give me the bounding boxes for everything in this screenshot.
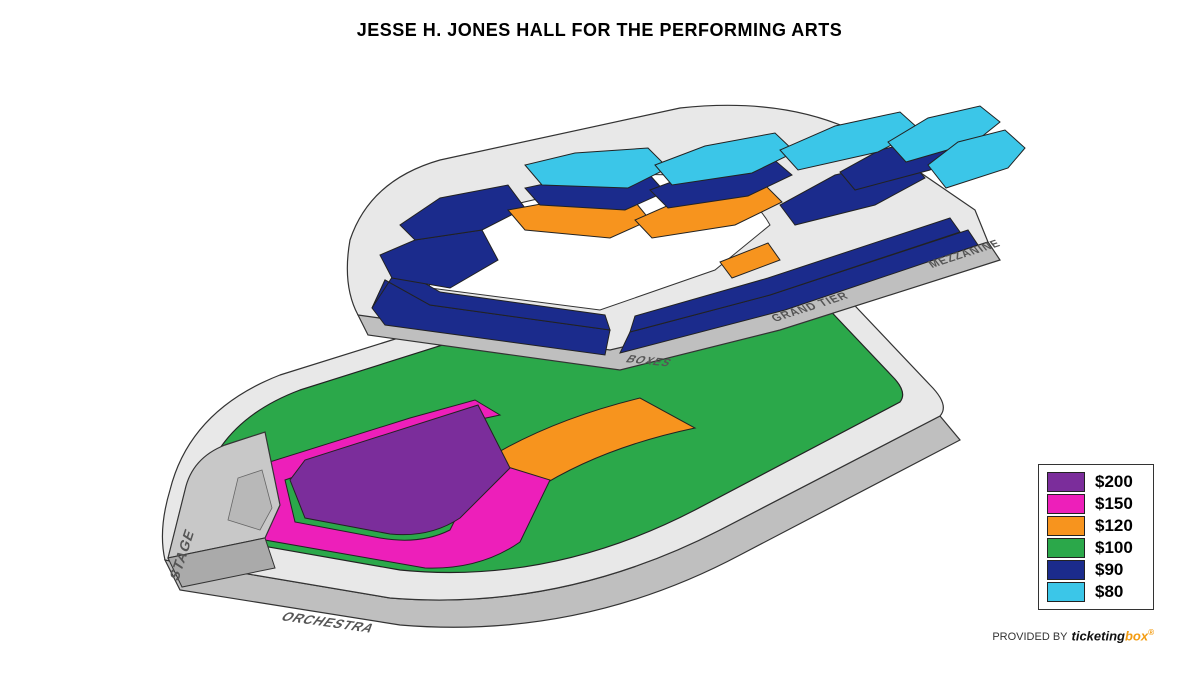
legend-swatch bbox=[1047, 560, 1085, 580]
legend-price: $100 bbox=[1095, 538, 1145, 558]
legend-swatch bbox=[1047, 472, 1085, 492]
legend-row: $80 bbox=[1047, 581, 1145, 603]
legend-row: $120 bbox=[1047, 515, 1145, 537]
legend-price: $80 bbox=[1095, 582, 1145, 602]
legend-price: $150 bbox=[1095, 494, 1145, 514]
legend-swatch bbox=[1047, 582, 1085, 602]
provider-brand: ticketingbox® bbox=[1072, 628, 1155, 643]
legend-row: $100 bbox=[1047, 537, 1145, 559]
legend-row: $90 bbox=[1047, 559, 1145, 581]
legend-row: $150 bbox=[1047, 493, 1145, 515]
provider-credit: PROVIDED BY ticketingbox® bbox=[992, 628, 1154, 643]
legend-swatch bbox=[1047, 538, 1085, 558]
price-legend: $200 $150 $120 $100 $90 $80 bbox=[1038, 464, 1154, 610]
seating-diagram: STAGE ORCHESTRA bbox=[80, 60, 1080, 640]
legend-price: $200 bbox=[1095, 472, 1145, 492]
legend-swatch bbox=[1047, 516, 1085, 536]
provider-brand-b: box bbox=[1125, 628, 1148, 643]
provider-brand-a: ticketing bbox=[1072, 628, 1125, 643]
legend-swatch bbox=[1047, 494, 1085, 514]
legend-price: $120 bbox=[1095, 516, 1145, 536]
provider-prefix: PROVIDED BY bbox=[992, 631, 1067, 643]
page-title: JESSE H. JONES HALL FOR THE PERFORMING A… bbox=[0, 20, 1199, 41]
legend-row: $200 bbox=[1047, 471, 1145, 493]
legend-price: $90 bbox=[1095, 560, 1145, 580]
